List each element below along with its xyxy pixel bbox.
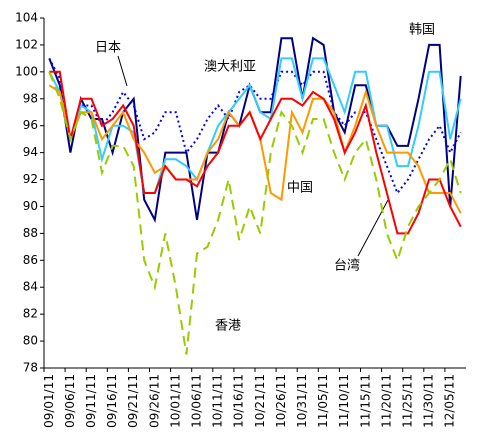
annotation-leader [357,199,389,257]
x-tick-label: 10/01/11 [168,374,182,428]
x-tick-label: 11/25/11 [400,374,414,428]
annotation-leader [117,55,128,87]
y-tick-label: 80 [23,334,38,348]
x-tick-label: 11/15/11 [358,374,372,428]
y-tick-label: 92 [23,172,38,186]
series-label: 中国 [287,181,313,196]
y-tick-label: 104 [15,11,38,25]
y-tick-label: 100 [15,64,38,78]
y-tick-label: 102 [15,37,38,51]
x-tick-label: 11/20/11 [379,374,393,428]
x-tick-label: 11/10/11 [337,374,351,428]
x-tick-label: 09/11/11 [84,374,98,428]
series-line [48,57,462,195]
series-line [48,57,462,194]
y-tick-label: 78 [23,361,38,375]
x-tick-label: 12/05/11 [443,374,457,428]
series-line [49,70,462,235]
series-label: 韩国 [409,23,435,38]
x-tick-label: 10/11/11 [211,374,225,428]
series-label: 台湾 [334,258,360,274]
series-label: 日本 [95,41,121,56]
y-tick-label: 82 [23,307,38,321]
x-tick-label: 10/26/11 [274,374,288,428]
x-tick-label: 10/16/11 [232,374,246,428]
x-tick-label: 09/06/11 [63,374,77,428]
x-tick-label: 10/06/11 [189,374,203,428]
y-tick-label: 88 [23,226,38,240]
x-tick-label: 11/30/11 [422,374,436,428]
y-tick-label: 94 [23,145,38,159]
series-label: 澳大利亚 [204,59,256,75]
x-tick-label: 09/21/11 [126,374,140,428]
y-tick-label: 90 [23,199,38,213]
y-tick-label: 84 [23,280,38,294]
x-tick-label: 09/26/11 [147,374,161,428]
y-tick-label: 86 [23,253,38,267]
x-tick-label: 10/31/11 [295,374,309,428]
series-label: 香港 [215,319,241,334]
x-tick-label: 09/16/11 [105,374,119,428]
x-tick-label: 09/01/11 [42,374,56,428]
series-line [48,71,462,355]
x-tick-label: 11/05/11 [316,374,330,428]
y-tick-label: 98 [23,91,38,105]
x-tick-label: 10/21/11 [253,374,267,428]
y-tick-label: 96 [23,118,38,132]
